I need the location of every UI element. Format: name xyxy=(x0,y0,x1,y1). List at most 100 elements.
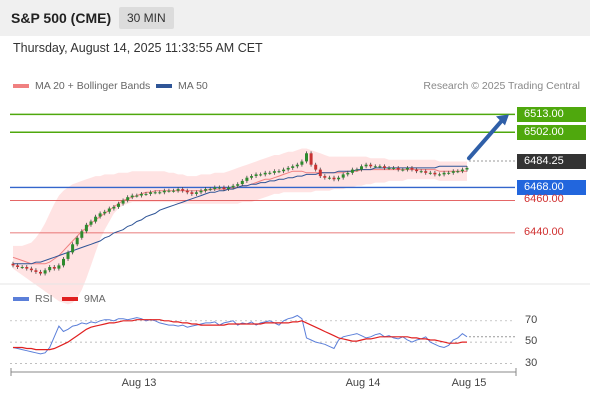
candle-body xyxy=(295,164,299,167)
legend-ma50: MA 50 xyxy=(156,80,208,92)
candle-body xyxy=(167,190,171,192)
candle-body xyxy=(424,171,428,173)
candle-body xyxy=(410,167,414,170)
candle-body xyxy=(460,169,464,172)
date-label-aug14: Aug 14 xyxy=(345,377,381,389)
candle-body xyxy=(337,177,341,180)
candle-body xyxy=(451,171,455,173)
candle-body xyxy=(350,169,354,173)
ma50-line xyxy=(13,165,467,265)
current-price-tag: 6484.25 xyxy=(517,153,586,169)
candle-body xyxy=(369,164,373,167)
candle-body xyxy=(383,166,386,168)
candle-body xyxy=(305,153,308,162)
candle-body xyxy=(323,176,327,178)
candle-body xyxy=(29,268,33,271)
candle-body xyxy=(130,195,134,198)
candle-body xyxy=(227,187,230,189)
candle-body xyxy=(405,167,409,170)
header-bar: S&P 500 (CME) 30 MIN xyxy=(0,0,590,36)
candle-body xyxy=(318,169,322,177)
candle-body xyxy=(66,252,70,259)
resistance-1-tag: 6513.00 xyxy=(517,106,586,122)
candle-body xyxy=(62,258,65,266)
candle-body xyxy=(57,265,61,269)
candle-body xyxy=(39,271,42,274)
candle-body xyxy=(181,189,185,191)
candle-body xyxy=(107,208,111,212)
timeframe-button[interactable]: 30 MIN xyxy=(119,7,174,29)
candle-body xyxy=(442,172,446,175)
candle-body xyxy=(465,167,469,170)
candle-body xyxy=(20,267,24,268)
candle-body xyxy=(263,172,267,175)
candle-body xyxy=(144,193,148,195)
candle-body xyxy=(222,187,226,189)
candle-body xyxy=(94,216,98,222)
candle-body xyxy=(364,164,368,167)
candle-body xyxy=(52,267,56,269)
rsi-line xyxy=(12,314,468,355)
rsi-axis-50: 50 xyxy=(525,335,538,348)
candle-body xyxy=(121,200,125,204)
candle-body xyxy=(291,166,295,168)
legend-9ma-label: 9MA xyxy=(84,293,106,305)
candle-body xyxy=(240,180,244,185)
ma20-swatch xyxy=(13,84,29,88)
candle-body xyxy=(112,206,116,209)
instrument-title: S&P 500 (CME) xyxy=(11,10,112,26)
rsi-axis-30: 30 xyxy=(525,356,538,369)
candle-body xyxy=(158,192,162,194)
rsi-swatch xyxy=(13,297,29,301)
candle-body xyxy=(34,270,38,272)
candle-body xyxy=(236,184,240,186)
date-label-aug13: Aug 13 xyxy=(121,377,157,389)
candle-body xyxy=(378,166,382,168)
candle-body xyxy=(392,167,396,169)
candle-body xyxy=(208,189,212,191)
candle-body xyxy=(231,185,235,188)
candle-body xyxy=(89,221,93,225)
ma50-swatch xyxy=(156,84,172,88)
candle-body xyxy=(309,153,313,165)
resistance-2-tag: 6502.00 xyxy=(517,124,586,140)
candle-body xyxy=(117,203,120,207)
candle-body xyxy=(190,192,194,194)
candle-body xyxy=(387,167,391,169)
rsi-axis-70: 70 xyxy=(525,313,538,326)
candle-body xyxy=(48,267,52,271)
candle-body xyxy=(217,187,221,189)
legend-ma20-label: MA 20 + Bollinger Bands xyxy=(35,80,151,92)
candle-body xyxy=(75,237,79,245)
candle-body xyxy=(355,169,359,171)
candle-body xyxy=(360,166,363,170)
candle-body xyxy=(341,174,345,178)
candle-body xyxy=(185,190,189,193)
candle-body xyxy=(254,174,258,176)
candle-body xyxy=(43,270,47,274)
legend-ma20: MA 20 + Bollinger Bands xyxy=(13,80,150,92)
candle-body xyxy=(396,167,400,170)
candle-body xyxy=(415,169,419,172)
candle-body xyxy=(332,177,336,180)
candle-body xyxy=(103,211,107,214)
date-label-aug15: Aug 15 xyxy=(451,377,487,389)
candle-body xyxy=(194,192,198,194)
candle-body xyxy=(272,171,276,173)
target-arrow-head xyxy=(496,114,509,126)
candle-body xyxy=(286,167,290,170)
candle-body xyxy=(162,190,166,193)
candle-body xyxy=(71,244,75,253)
candle-body xyxy=(80,231,84,238)
support-2-label: 6460.00 xyxy=(524,193,564,206)
candle-body xyxy=(373,166,377,168)
legend-rsi-label: RSI xyxy=(35,293,53,305)
candle-body xyxy=(153,192,157,194)
candle-body xyxy=(98,213,102,217)
candle-body xyxy=(149,192,153,194)
candle-body xyxy=(419,171,423,173)
candle-body xyxy=(25,267,29,269)
candle-body xyxy=(11,263,15,266)
legend-9ma: 9MA xyxy=(62,293,106,305)
